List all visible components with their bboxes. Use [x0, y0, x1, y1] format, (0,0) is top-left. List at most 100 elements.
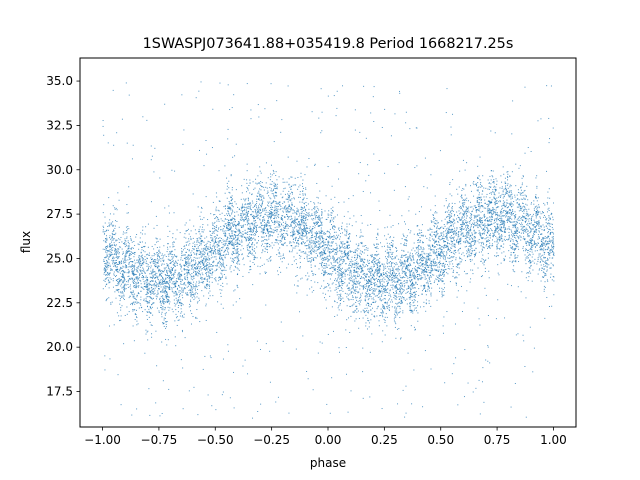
scatter-point — [103, 226, 105, 228]
scatter-point — [427, 275, 429, 277]
scatter-point — [491, 239, 493, 241]
scatter-point — [363, 262, 365, 264]
scatter-point — [389, 278, 391, 280]
scatter-point — [108, 245, 110, 247]
scatter-point — [134, 262, 136, 264]
scatter-point — [501, 218, 503, 220]
scatter-point — [460, 237, 462, 239]
scatter-point — [270, 213, 272, 215]
scatter-point — [122, 233, 124, 235]
scatter-point — [293, 220, 295, 222]
scatter-point — [237, 287, 239, 289]
scatter-point — [502, 166, 504, 168]
scatter-point — [550, 252, 552, 254]
scatter-point — [288, 217, 290, 219]
scatter-point — [171, 254, 173, 256]
scatter-point — [295, 237, 297, 239]
scatter-point — [227, 205, 229, 207]
scatter-point — [281, 224, 283, 226]
scatter-point — [272, 212, 274, 214]
scatter-point — [157, 255, 159, 257]
scatter-point — [552, 248, 554, 250]
scatter-point — [443, 294, 445, 296]
scatter-point — [140, 286, 142, 288]
scatter-point — [369, 306, 371, 308]
scatter-point — [166, 301, 168, 303]
scatter-point — [196, 272, 198, 274]
scatter-point — [232, 258, 234, 260]
scatter-point — [379, 210, 381, 212]
scatter-point — [408, 210, 410, 212]
scatter-point — [283, 229, 285, 231]
scatter-point — [511, 171, 513, 173]
scatter-point — [481, 237, 483, 239]
scatter-point — [541, 244, 543, 246]
scatter-point — [193, 252, 195, 254]
scatter-point — [378, 265, 380, 267]
scatter-point — [471, 232, 473, 234]
scatter-point — [393, 266, 395, 268]
scatter-point — [226, 244, 228, 246]
scatter-point — [508, 234, 510, 236]
scatter-point — [394, 281, 396, 283]
scatter-point — [326, 272, 328, 274]
scatter-point — [122, 281, 124, 283]
scatter-point — [237, 234, 239, 236]
scatter-point — [169, 281, 171, 283]
scatter-point — [506, 215, 508, 217]
scatter-point — [540, 225, 542, 227]
scatter-point — [445, 211, 447, 213]
scatter-point — [462, 224, 464, 226]
scatter-point — [234, 215, 236, 217]
scatter-point — [191, 259, 193, 261]
scatter-point — [384, 321, 386, 323]
scatter-point — [242, 365, 244, 367]
scatter-point — [128, 248, 130, 250]
scatter-point — [361, 269, 363, 271]
scatter-point — [458, 207, 460, 209]
scatter-point — [304, 194, 306, 196]
scatter-point — [181, 288, 183, 290]
scatter-point — [175, 280, 177, 282]
scatter-point — [159, 301, 161, 303]
scatter-point — [404, 276, 406, 278]
scatter-point — [422, 247, 424, 249]
scatter-point — [367, 320, 369, 322]
scatter-point — [218, 244, 220, 246]
scatter-point — [320, 132, 322, 134]
scatter-point — [504, 229, 506, 231]
scatter-point — [283, 257, 285, 259]
scatter-point — [328, 244, 330, 246]
scatter-point — [343, 243, 345, 245]
scatter-point — [276, 239, 278, 241]
scatter-point — [478, 318, 480, 320]
scatter-point — [462, 213, 464, 215]
scatter-point — [171, 169, 173, 171]
scatter-point — [382, 285, 384, 287]
scatter-point — [358, 268, 360, 270]
scatter-point — [451, 268, 453, 270]
scatter-point — [110, 278, 112, 280]
scatter-point — [237, 268, 239, 270]
scatter-point — [228, 225, 230, 227]
scatter-point — [413, 273, 415, 275]
scatter-point — [500, 226, 502, 228]
scatter-point — [231, 240, 233, 242]
scatter-point — [126, 250, 128, 252]
scatter-point — [309, 229, 311, 231]
scatter-point — [367, 268, 369, 270]
scatter-point — [269, 216, 271, 218]
scatter-point — [221, 289, 223, 291]
scatter-point — [292, 231, 294, 233]
scatter-point — [496, 247, 498, 249]
scatter-point — [385, 286, 386, 288]
scatter-point — [433, 246, 435, 248]
scatter-point — [311, 249, 313, 251]
scatter-point — [211, 272, 213, 274]
scatter-point — [155, 237, 157, 239]
scatter-point — [226, 197, 228, 199]
scatter-point — [512, 224, 514, 226]
scatter-point — [339, 261, 341, 263]
scatter-point — [461, 217, 463, 219]
scatter-point — [260, 226, 262, 228]
